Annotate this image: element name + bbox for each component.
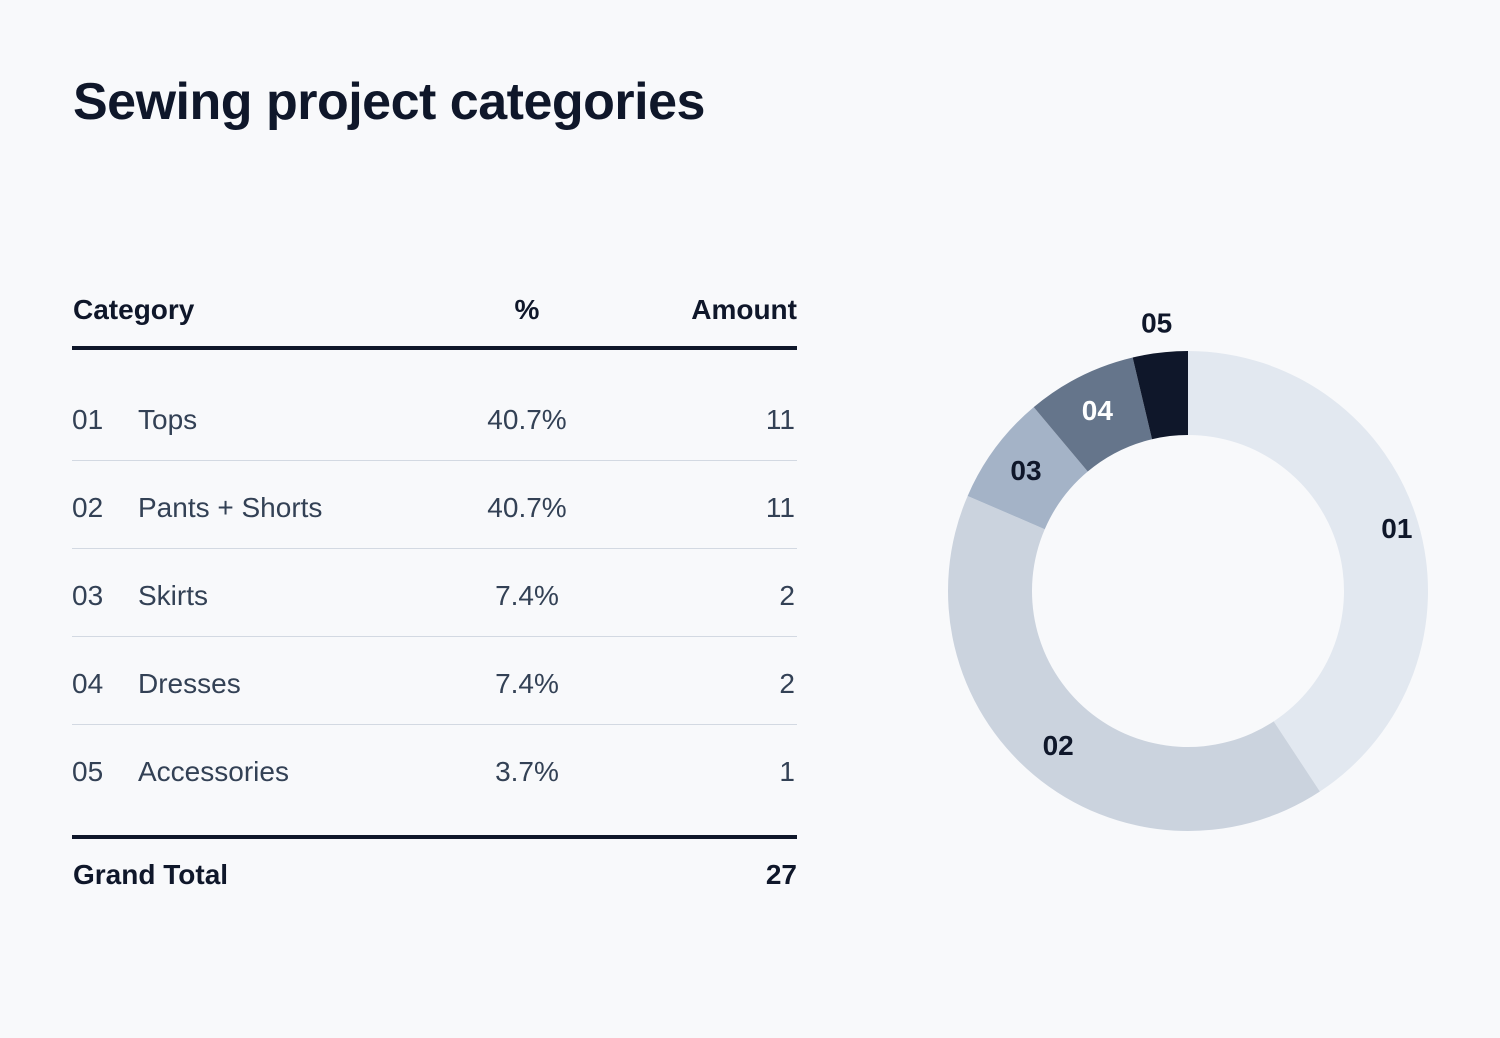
grand-total-label: Grand Total	[73, 859, 229, 890]
donut-label-01: 01	[1381, 513, 1412, 544]
row-percent: 40.7%	[487, 404, 567, 435]
row-percent: 3.7%	[495, 756, 559, 787]
header-amount: Amount	[691, 294, 797, 325]
row-percent: 40.7%	[487, 492, 567, 523]
donut-slice-02	[948, 495, 1320, 832]
row-number: 01	[72, 404, 104, 435]
grand-total-row: Grand Total 27	[72, 839, 797, 899]
grand-total-value: 27	[765, 859, 797, 890]
row-category: Skirts	[138, 580, 208, 611]
donut-slice-05	[1132, 351, 1188, 440]
total-divider	[72, 835, 797, 839]
donut-slice-03	[967, 407, 1088, 530]
donut-chart: 01 02 03 04 05	[930, 290, 1450, 850]
row-amount: 11	[765, 492, 795, 523]
row-amount: 1	[779, 756, 795, 787]
table-row: 02 Pants + Shorts 40.7% 11	[72, 461, 797, 549]
table-row: 03 Skirts 7.4% 2	[72, 549, 797, 637]
header-category: Category	[73, 294, 195, 325]
page-title: Sewing project categories	[73, 73, 705, 131]
table-row: 05 Accessories 3.7% 1	[72, 725, 797, 811]
row-amount: 11	[765, 404, 795, 435]
row-category: Accessories	[138, 756, 289, 787]
row-amount: 2	[779, 668, 795, 699]
category-table: Category % Amount 01 Tops 40.7% 11 02 Pa…	[72, 284, 797, 899]
row-number: 05	[72, 756, 104, 787]
row-percent: 7.4%	[495, 580, 559, 611]
row-amount: 2	[779, 580, 795, 611]
row-percent: 7.4%	[495, 668, 559, 699]
row-number: 03	[72, 580, 104, 611]
table-header: Category % Amount	[72, 284, 797, 350]
row-category: Tops	[138, 404, 198, 435]
table-row: 01 Tops 40.7% 11	[72, 350, 797, 461]
row-number: 04	[72, 668, 104, 699]
row-category: Pants + Shorts	[138, 492, 323, 523]
donut-slice-04	[1033, 357, 1153, 472]
donut-chart-svg: 01 02 03 04 05	[948, 307, 1429, 832]
table-row: 04 Dresses 7.4% 2	[72, 637, 797, 725]
donut-label-02: 02	[1043, 730, 1074, 761]
row-category: Dresses	[138, 668, 241, 699]
donut-label-03: 03	[1010, 455, 1041, 486]
donut-label-05: 05	[1141, 307, 1172, 338]
row-number: 02	[72, 492, 104, 523]
donut-label-04: 04	[1082, 395, 1114, 426]
donut-slice-01	[1188, 351, 1429, 792]
header-percent: %	[514, 294, 540, 325]
